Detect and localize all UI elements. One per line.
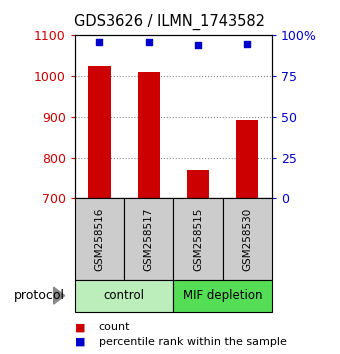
Text: GDS3626 / ILMN_1743582: GDS3626 / ILMN_1743582 bbox=[74, 14, 266, 30]
Point bbox=[146, 39, 152, 45]
Text: ■: ■ bbox=[75, 322, 85, 332]
Text: protocol: protocol bbox=[14, 289, 65, 302]
Text: GSM258517: GSM258517 bbox=[144, 207, 154, 271]
Point bbox=[244, 41, 250, 46]
Text: GSM258515: GSM258515 bbox=[193, 207, 203, 271]
Point bbox=[97, 39, 102, 45]
Point bbox=[195, 42, 201, 48]
Text: MIF depletion: MIF depletion bbox=[183, 289, 262, 302]
Bar bbox=[88, 66, 110, 198]
Bar bbox=[187, 170, 209, 198]
Text: percentile rank within the sample: percentile rank within the sample bbox=[99, 337, 287, 347]
Text: ■: ■ bbox=[75, 337, 85, 347]
Bar bbox=[138, 72, 160, 198]
Polygon shape bbox=[54, 287, 65, 304]
Text: control: control bbox=[104, 289, 144, 302]
Text: count: count bbox=[99, 322, 130, 332]
Text: GSM258516: GSM258516 bbox=[95, 207, 104, 271]
Text: GSM258530: GSM258530 bbox=[242, 207, 252, 270]
Bar bbox=[236, 120, 258, 198]
